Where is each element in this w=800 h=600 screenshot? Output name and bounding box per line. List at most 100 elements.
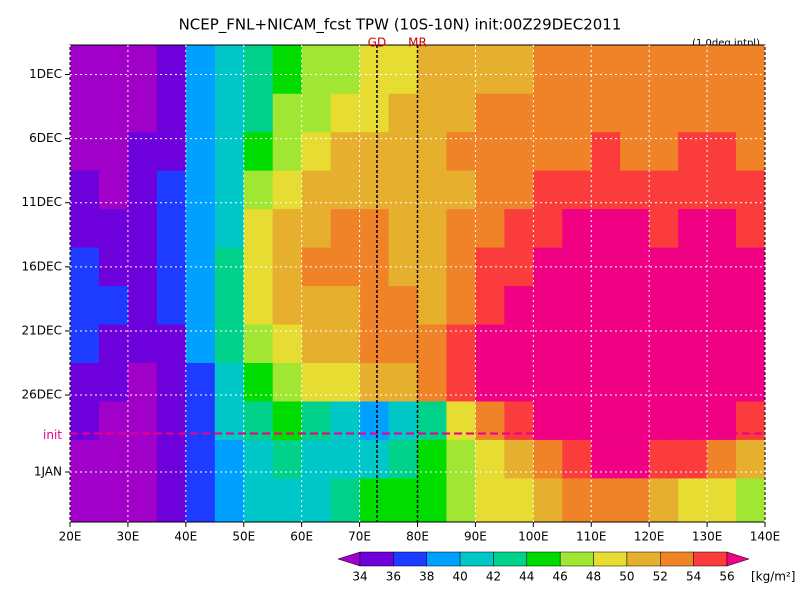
colorbar-label: 54	[686, 570, 701, 584]
y-tick-label: 6DEC	[29, 131, 62, 145]
cell	[359, 45, 390, 95]
cell	[359, 286, 390, 326]
cell	[330, 170, 361, 210]
cell	[185, 439, 216, 479]
colorbar-low	[337, 551, 361, 567]
cell	[649, 247, 679, 287]
cell	[127, 93, 158, 133]
cell	[359, 324, 390, 364]
cell	[417, 209, 447, 249]
cell	[272, 93, 303, 133]
cell	[649, 478, 679, 522]
cell	[98, 324, 129, 364]
cell	[185, 401, 216, 441]
colorbar-high	[726, 551, 750, 567]
cell	[127, 401, 158, 441]
colorbar-box	[359, 551, 394, 567]
cell	[70, 324, 100, 364]
cell	[736, 209, 765, 249]
cell	[591, 93, 621, 133]
cell	[98, 478, 129, 522]
cell	[591, 439, 621, 479]
cell	[736, 45, 765, 95]
colorbar-label: 38	[419, 570, 434, 584]
cell	[301, 363, 332, 402]
cell	[156, 170, 187, 210]
cell	[504, 170, 534, 210]
cell	[156, 132, 187, 172]
cell	[475, 209, 505, 249]
x-tick-label: 70E	[348, 530, 371, 544]
cell	[562, 439, 592, 479]
cell	[301, 209, 332, 249]
cell	[446, 478, 476, 522]
cell	[620, 324, 650, 364]
colorbar-box	[593, 551, 628, 567]
cell	[533, 286, 563, 326]
cell	[417, 286, 447, 326]
cell	[330, 209, 361, 249]
cell	[446, 93, 476, 133]
cell	[678, 45, 708, 95]
cell	[475, 478, 505, 522]
y-tick-label: 1DEC	[29, 67, 62, 81]
cell	[591, 170, 621, 210]
x-tick-label: 30E	[116, 530, 139, 544]
cell	[70, 478, 100, 522]
cell	[475, 286, 505, 326]
cell	[678, 324, 708, 364]
cell	[388, 209, 418, 249]
colorbar-label: 36	[386, 570, 401, 584]
cell	[127, 439, 158, 479]
cell	[243, 132, 274, 172]
cell	[330, 478, 361, 522]
cell	[678, 401, 708, 441]
cell	[562, 45, 592, 95]
cell	[272, 286, 303, 326]
cell	[678, 478, 708, 522]
cell	[707, 286, 737, 326]
cell	[214, 247, 245, 287]
cell	[127, 247, 158, 287]
cell	[214, 286, 245, 326]
cell	[504, 478, 534, 522]
cell	[533, 209, 563, 249]
cell	[678, 170, 708, 210]
x-tick-label: 80E	[406, 530, 429, 544]
cell	[243, 286, 274, 326]
colorbar-box	[626, 551, 661, 567]
colorbar-label: 50	[619, 570, 634, 584]
cell	[330, 439, 361, 479]
cell	[678, 209, 708, 249]
cell	[591, 132, 621, 172]
cell	[736, 170, 765, 210]
cell	[272, 209, 303, 249]
colorbar-box	[693, 551, 728, 567]
cell	[620, 401, 650, 441]
cell	[185, 45, 216, 95]
cell	[185, 209, 216, 249]
cell	[185, 478, 216, 522]
cell	[533, 363, 563, 402]
cell	[475, 439, 505, 479]
cell	[214, 170, 245, 210]
cell	[70, 286, 100, 326]
cell	[504, 247, 534, 287]
cell	[272, 324, 303, 364]
cell	[649, 286, 679, 326]
cell	[707, 478, 737, 522]
cell	[330, 324, 361, 364]
cell	[214, 478, 245, 522]
cell	[707, 401, 737, 441]
cell	[417, 247, 447, 287]
colorbar-label: 52	[653, 570, 668, 584]
cell	[127, 286, 158, 326]
cell	[359, 363, 390, 402]
cell	[736, 478, 765, 522]
cell	[70, 439, 100, 479]
cell	[388, 439, 418, 479]
cell	[127, 324, 158, 364]
cell	[562, 132, 592, 172]
cell	[388, 45, 418, 95]
cell	[330, 286, 361, 326]
